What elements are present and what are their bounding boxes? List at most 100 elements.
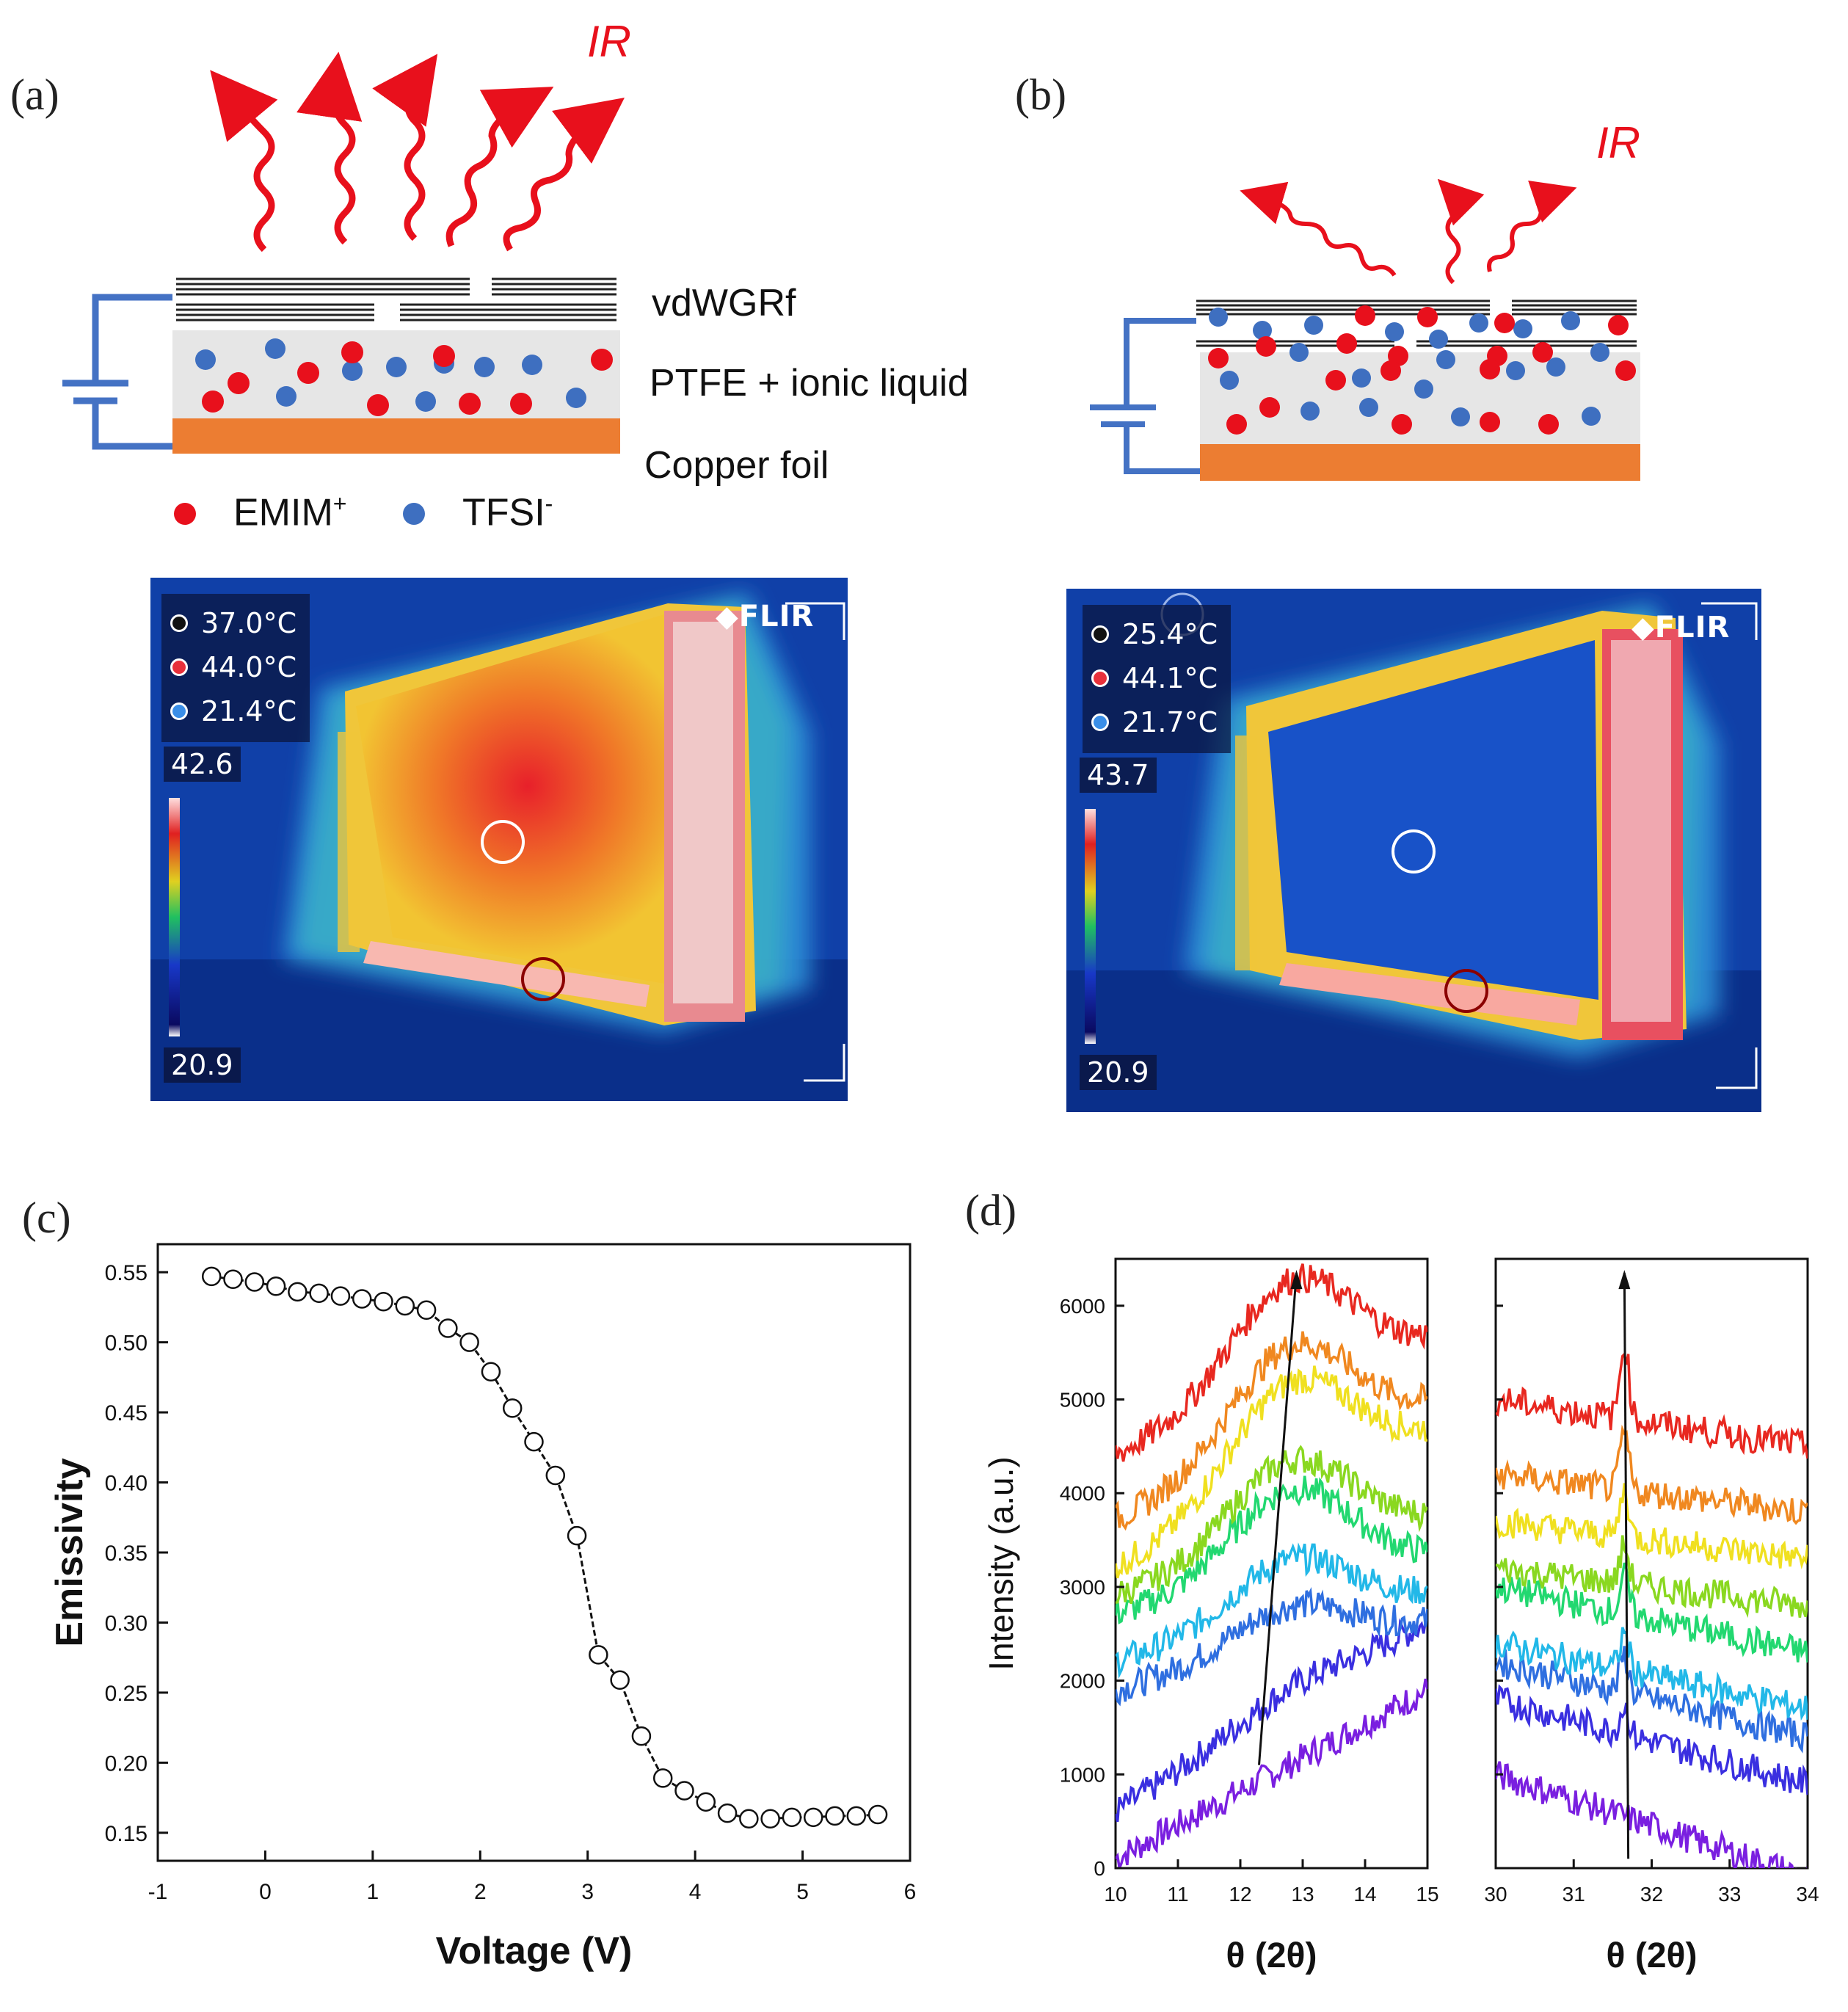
x-tick-label: 31 [1563, 1883, 1585, 1906]
device-diagram-b [1090, 178, 1640, 481]
x-tick-label: 34 [1796, 1883, 1819, 1906]
xrd-series-s8 [1116, 1331, 1427, 1531]
xrd-series-s7 [1116, 1365, 1427, 1579]
x-tick-label: 14 [1353, 1883, 1376, 1906]
legend-anion-dot [403, 503, 425, 525]
xrd-series-s6 [1496, 1535, 1808, 1619]
battery-circuit [62, 294, 172, 450]
data-point [760, 1809, 780, 1828]
xrd-charts: 10 11 12 13 14 15 0 1000 2000 3000 4000 5000 6000 Int… [982, 1257, 1819, 1975]
device-diagram-a [62, 51, 625, 525]
x-tick-label: 5 [796, 1880, 809, 1904]
xrd-series-s9 [1116, 1263, 1427, 1462]
trend-arrow [1623, 1273, 1630, 1859]
battery-circuit-b [1090, 318, 1200, 474]
emissivity-chart: -1 0 1 2 3 4 5 6 0.15 0.20 0.25 0.30 0.35 0.40 0.45 0.5… [48, 1243, 916, 1972]
readout-center-b: 25.4°C [1091, 612, 1218, 656]
data-point [567, 1525, 587, 1546]
crosshair-center-b [1392, 829, 1436, 874]
xrd-series-s1 [1496, 1761, 1808, 1868]
y-tick-label: 0.50 [105, 1332, 148, 1356]
x-tick-label: 4 [689, 1880, 702, 1904]
scale-min-b: 20.9 [1080, 1055, 1157, 1090]
y-tick-label: 0.35 [105, 1541, 148, 1566]
xrd-series-s6 [1116, 1445, 1427, 1605]
xrd-series-s9 [1496, 1351, 1808, 1459]
x-tick-label: 3 [581, 1880, 594, 1904]
copper-foil-b [1200, 444, 1640, 481]
x-axis-title: θ (2θ) [1226, 1936, 1317, 1975]
layer-label-ptfe: PTFE + ionic liquid [650, 362, 969, 404]
data-point [201, 1266, 222, 1287]
readout-max: 44.0°C [170, 645, 297, 689]
data-point [330, 1286, 351, 1306]
ions-a [195, 338, 613, 416]
flir-icon-b: ◆ [1631, 611, 1655, 644]
data-point [395, 1296, 415, 1316]
scale-max-a: 42.6 [164, 747, 241, 782]
data-point [416, 1300, 437, 1320]
trend-arrow-head [1290, 1270, 1303, 1290]
x-tick-label: 13 [1291, 1883, 1314, 1906]
crosshair-hot-b [1444, 969, 1488, 1013]
data-point [867, 1804, 888, 1825]
emissivity-line [211, 1275, 878, 1820]
y-tick-label: 0 [1094, 1857, 1105, 1880]
legend-anion-label: TFSI- [462, 490, 553, 534]
data-point [459, 1332, 479, 1352]
panel-b-label: (b) [1015, 70, 1066, 119]
data-point [244, 1272, 265, 1292]
x-tick-label: 12 [1229, 1883, 1251, 1906]
data-point [309, 1283, 329, 1304]
data-point [223, 1269, 243, 1289]
data-point [481, 1362, 501, 1381]
xrd-series-s7 [1496, 1483, 1808, 1570]
data-point [438, 1318, 458, 1338]
x-tick-label: 30 [1484, 1883, 1507, 1906]
data-point [589, 1645, 608, 1665]
data-point [674, 1781, 694, 1801]
ir-label-b: IR [1596, 118, 1640, 167]
data-point [610, 1670, 630, 1690]
x-tick-label: 10 [1104, 1883, 1127, 1906]
ir-wave-arrows-b [1240, 178, 1577, 285]
data-point [288, 1282, 308, 1302]
y-tick-label: 0.25 [105, 1682, 148, 1706]
y-tick-label: 0.15 [105, 1822, 148, 1846]
panel-c-label: (c) [22, 1194, 71, 1242]
data-point [652, 1768, 673, 1788]
y-tick-label: 0.55 [105, 1261, 148, 1285]
xrd-series-s4 [1116, 1542, 1427, 1679]
data-point [739, 1809, 759, 1828]
layer-label-vdwgrf: vdWGRf [652, 282, 796, 324]
y-tick-label: 2000 [1060, 1670, 1105, 1693]
panel-a-label: (a) [10, 70, 59, 119]
data-point [717, 1803, 738, 1823]
xrd-series-s1 [1116, 1678, 1427, 1868]
color-scale-bar-b [1085, 809, 1096, 1044]
x-tick-label: 2 [474, 1880, 487, 1904]
y-tick-label: 0.20 [105, 1751, 148, 1776]
data-point [374, 1292, 393, 1312]
x-tick-label: 15 [1416, 1883, 1438, 1906]
ions-b [1208, 305, 1636, 435]
x-tick-label: 33 [1718, 1883, 1741, 1906]
flir-logo-a: ◆FLIR [716, 600, 815, 633]
xrd-series-s3 [1496, 1646, 1808, 1754]
xrd-series-s5 [1116, 1475, 1427, 1624]
readout-min: 21.4°C [170, 689, 297, 733]
data-point [524, 1431, 544, 1452]
xrd-series-s2 [1116, 1617, 1427, 1823]
scale-max-b: 43.7 [1080, 758, 1157, 793]
y-axis-title: Intensity (a.u.) [982, 1456, 1020, 1670]
data-point [266, 1276, 286, 1296]
xrd-series-s5 [1496, 1562, 1808, 1663]
readout-center: 37.0°C [170, 601, 297, 645]
readout-max-b: 44.1°C [1091, 656, 1218, 700]
copper-foil [172, 418, 620, 454]
panel-d-label: (d) [965, 1186, 1016, 1235]
crosshair-hot [521, 957, 565, 1001]
y-tick-label: 0.45 [105, 1401, 148, 1426]
readout-min-b: 21.7°C [1091, 700, 1218, 744]
crosshair-center [481, 820, 525, 864]
